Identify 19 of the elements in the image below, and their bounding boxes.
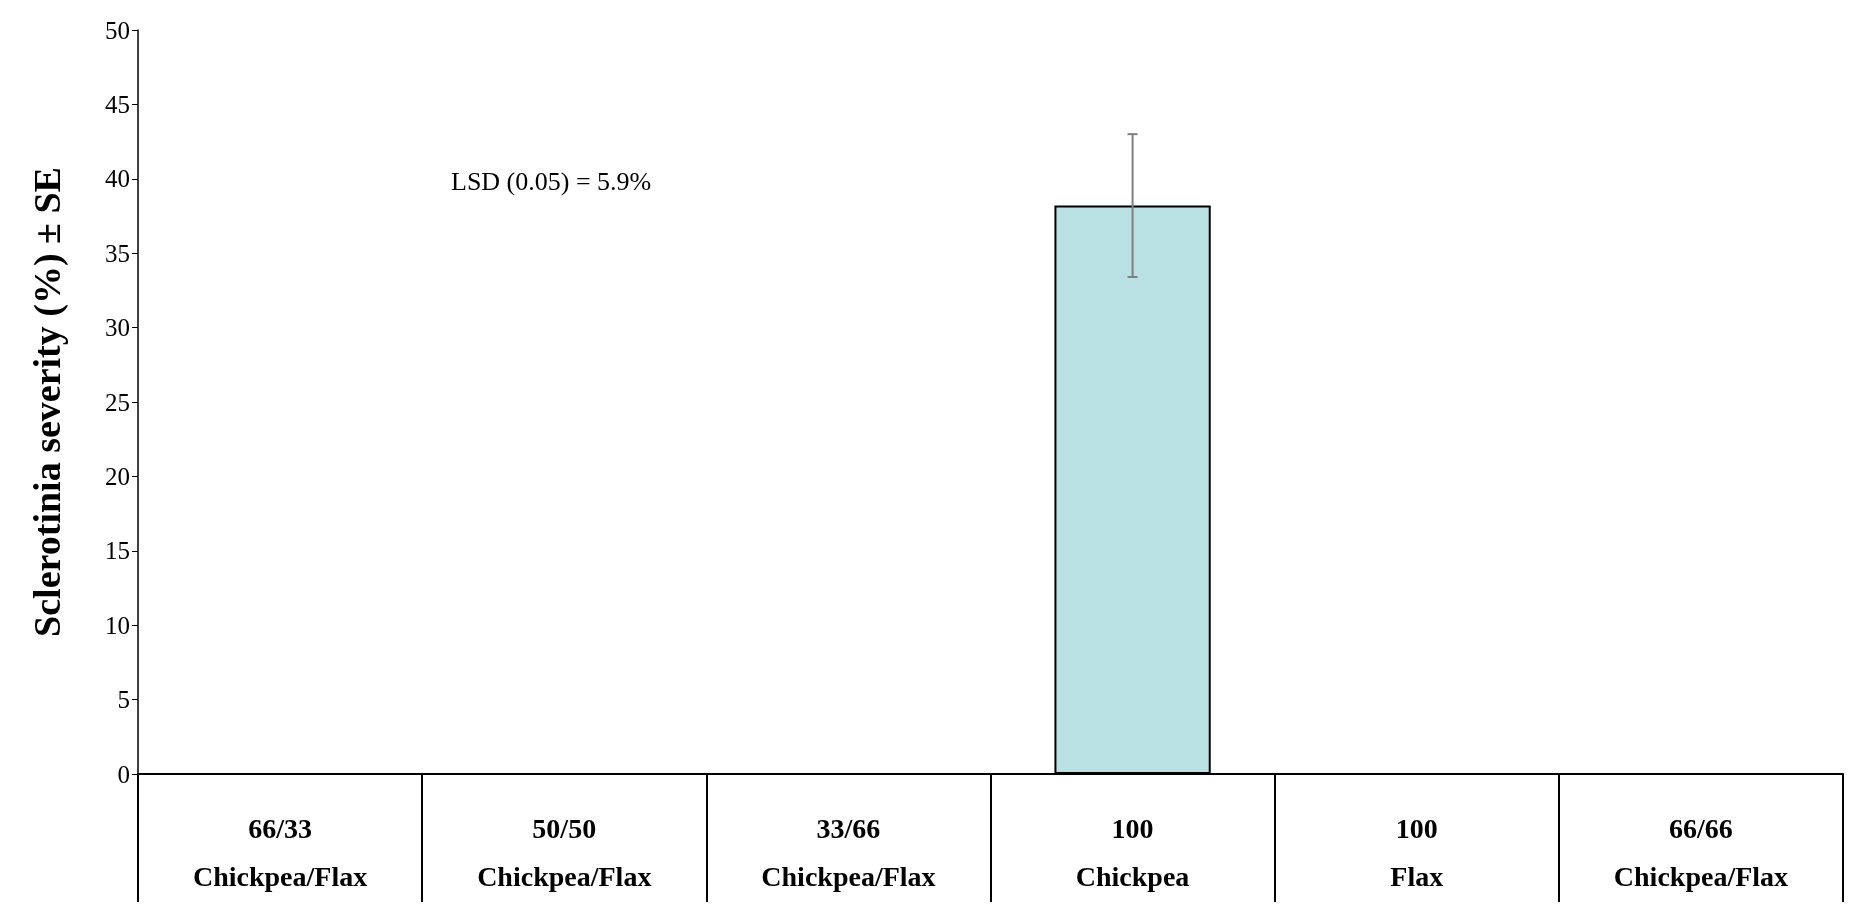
- y-tick-label: 15: [105, 537, 130, 565]
- y-tick-label: 45: [105, 90, 130, 118]
- x-tick-label: 100 Flax: [1390, 812, 1444, 892]
- x-tick-label: 100 Chickpea: [1075, 812, 1190, 892]
- y-tick-label: 0: [117, 760, 130, 788]
- y-tick-label: 30: [105, 314, 130, 342]
- y-tick-label: 25: [105, 388, 130, 416]
- x-tick-label: 66/33 Chickpea/Flax: [192, 812, 368, 892]
- annotation: LSD (0.05) = 5.9%: [451, 166, 652, 196]
- y-axis-title: Sclerotinia severity (%) ± SE: [26, 167, 69, 637]
- x-tick-label: 33/66 Chickpea/Flax: [761, 812, 936, 892]
- y-tick-label: 50: [105, 16, 130, 44]
- y-tick-label: 40: [105, 165, 130, 193]
- y-tick-label: 35: [105, 239, 130, 267]
- x-tick-label: 50/50 Chickpea/Flax: [477, 812, 652, 892]
- y-tick-label: 5: [117, 686, 130, 714]
- x-tick-label: 66/66 Chickpea/Flax: [1613, 812, 1789, 892]
- y-tick-label: 20: [105, 462, 130, 490]
- y-tick-label: 10: [105, 611, 130, 639]
